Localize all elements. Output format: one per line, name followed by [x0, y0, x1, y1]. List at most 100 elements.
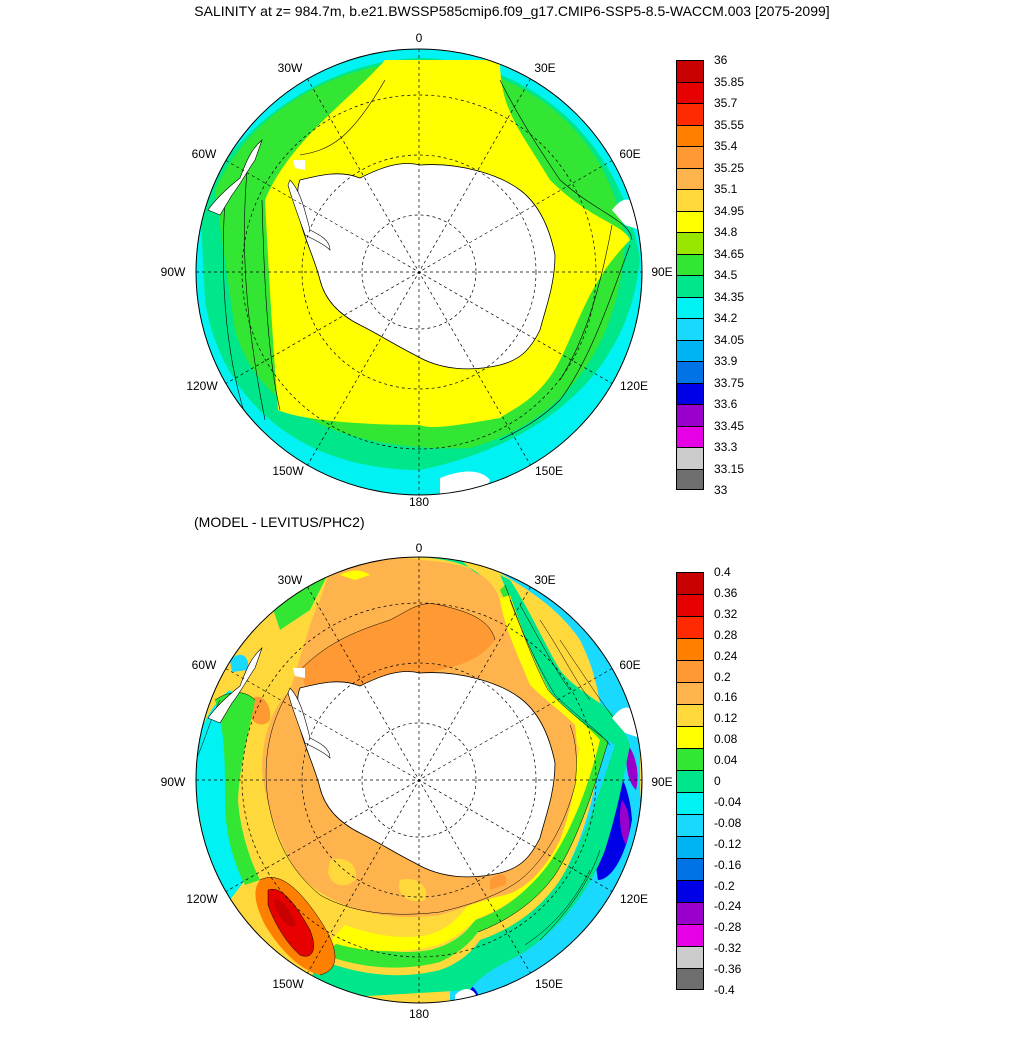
colorbar-label: 0.04: [714, 753, 738, 768]
colorbar-label: 33.3: [714, 440, 738, 454]
lon-label: 180: [409, 1007, 429, 1021]
lon-label: 150W: [272, 977, 304, 991]
lon-label: 180: [409, 495, 429, 509]
lon-label: 150W: [272, 464, 304, 478]
colorbar-swatch: [676, 103, 704, 125]
difference-map-svg: 0 30E 60E 90E 120E 150E 180 150W 120W 90…: [161, 541, 673, 1021]
colorbar-swatch: [676, 770, 704, 792]
colorbar-swatch: [676, 60, 704, 82]
colorbar-swatch: [676, 468, 704, 490]
colorbar-label: 33.75: [714, 375, 745, 390]
colorbar-swatch: [676, 339, 704, 361]
lon-label: 90E: [651, 775, 672, 789]
colorbar-swatch: [676, 836, 704, 858]
colorbar-label: 33.45: [714, 418, 745, 433]
colorbar-label: 35.55: [714, 117, 745, 132]
colorbar-swatch: [676, 572, 704, 594]
colorbar-label: 33.15: [714, 461, 745, 476]
colorbar-swatch: [676, 704, 704, 726]
colorbar-swatch: [676, 361, 704, 383]
colorbar-swatch: [676, 318, 704, 340]
colorbar-label: -0.04: [714, 794, 742, 809]
colorbar-label: -0.32: [714, 941, 742, 956]
colorbar-swatch: [676, 792, 704, 814]
colorbar-label: 33.9: [714, 354, 738, 368]
colorbar-swatch: [676, 275, 704, 297]
colorbar-label: 34.65: [714, 246, 745, 261]
colorbar-swatch: [676, 296, 704, 318]
colorbar-label: -0.08: [714, 815, 742, 830]
lon-label: 30W: [278, 61, 303, 75]
colorbar-label: 35.85: [714, 74, 745, 89]
colorbar-swatch: [676, 404, 704, 426]
lon-label: 60E: [619, 658, 640, 672]
colorbar-label: 34.2: [714, 311, 738, 325]
colorbar-swatch: [676, 924, 704, 946]
graticule: [196, 557, 642, 1003]
colorbar-label: 35.1: [714, 182, 738, 196]
map-boundary: [195, 556, 643, 1004]
lon-label: 90E: [651, 265, 672, 279]
colorbar-swatch: [676, 167, 704, 189]
colorbar-swatch: [676, 726, 704, 748]
lon-label: 30W: [278, 573, 303, 587]
colorbar-swatch: [676, 81, 704, 103]
lon-label: 120E: [620, 379, 648, 393]
field-band-0: [300, 575, 630, 1000]
lon-label: 150E: [535, 464, 563, 478]
colorbar-swatch: [676, 382, 704, 404]
lon-label: 90W: [161, 265, 186, 279]
colorbar-label: 34.35: [714, 289, 745, 304]
colorbar-swatch: [676, 968, 704, 990]
colorbar-label: 34.95: [714, 203, 745, 218]
colorbar-swatch: [676, 814, 704, 836]
colorbar-label: 0.24: [714, 648, 738, 663]
colorbar-swatch: [676, 425, 704, 447]
difference-field: [196, 557, 642, 1003]
lon-label: 60E: [619, 147, 640, 161]
colorbar-label: 0.32: [714, 606, 738, 621]
colorbar-label: 35.25: [714, 160, 745, 175]
colorbar-label: 36: [714, 53, 728, 67]
colorbar-swatch: [676, 232, 704, 254]
salinity-field: [196, 49, 642, 495]
colorbar-label: 0.4: [714, 565, 731, 579]
lon-labels: 0 30E 60E 90E 120E 150E 180 150W 120W 90…: [161, 541, 673, 1021]
lon-label: 0: [416, 31, 423, 45]
colorbar-swatch: [676, 858, 704, 880]
colorbar-label: -0.2: [714, 878, 735, 893]
graticule: [196, 49, 642, 495]
colorbar-swatch: [676, 447, 704, 469]
difference-colorbar: -0.4 -0.36 -0.32 -0.28 -0.24 -0.2 -0.16 -0.12 -0…: [676, 566, 786, 996]
lon-label: 120W: [186, 379, 218, 393]
colorbar-swatch: [676, 616, 704, 638]
colorbar-label: 0.16: [714, 690, 738, 705]
colorbar-label: -0.36: [714, 962, 742, 977]
colorbar-swatch: [676, 594, 704, 616]
lon-label: 150E: [535, 977, 563, 991]
lon-label: 90W: [161, 775, 186, 789]
lon-label: 30E: [534, 573, 555, 587]
salinity-colorbar: 33 33.15 33.3 33.45 33.6 33.75 33.9 34.05 34.2 34…: [676, 54, 786, 496]
colorbar-label: 34.8: [714, 225, 738, 239]
salinity-map-svg: 0 30E 60E 90E 120E 150E 180 150W 120W 90…: [161, 31, 673, 509]
colorbar-swatch: [676, 660, 704, 682]
colorbar-label: 0.2: [714, 669, 731, 684]
land-south-america: [207, 139, 263, 216]
colorbar-label: -0.24: [714, 899, 742, 914]
difference-map: 0 30E 60E 90E 120E 150E 180 150W 120W 90…: [150, 540, 690, 1040]
salinity-map: 0 30E 60E 90E 120E 150E 180 150W 120W 90…: [150, 30, 690, 530]
colorbar-label: 0.12: [714, 711, 738, 726]
colorbar-swatch: [676, 124, 704, 146]
colorbar-swatch: [676, 946, 704, 968]
field-band-0.2: [300, 603, 495, 700]
lon-label: 120W: [186, 892, 218, 906]
lon-label: 60W: [192, 658, 217, 672]
colorbar-label: 0.28: [714, 627, 738, 642]
colorbar-label: 0.36: [714, 585, 738, 600]
colorbar-swatch: [676, 682, 704, 704]
colorbar-swatch: [676, 253, 704, 275]
colorbar-swatch: [676, 638, 704, 660]
colorbar-swatch: [676, 146, 704, 168]
colorbar-label: -0.4: [714, 983, 735, 997]
